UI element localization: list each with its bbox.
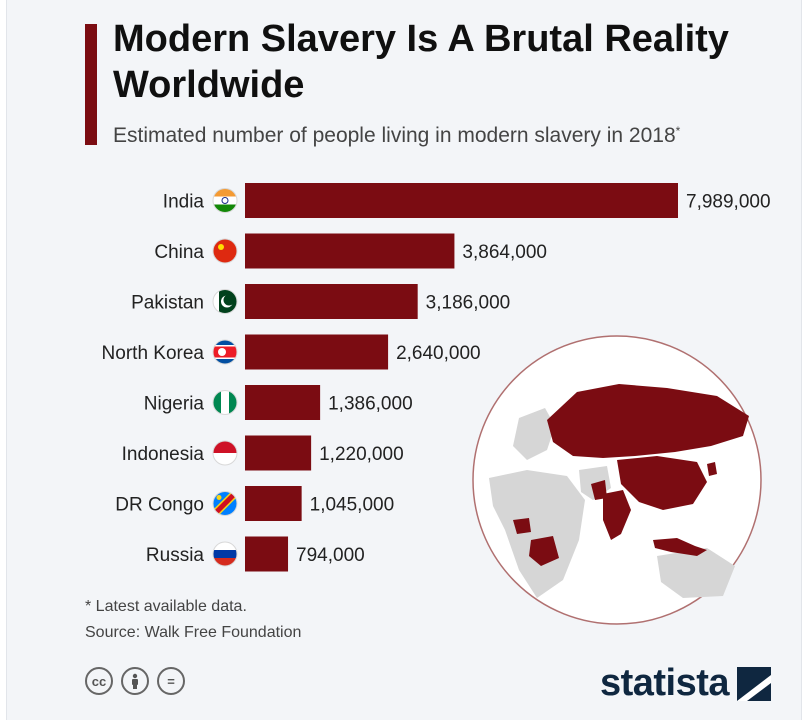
by-icon[interactable] — [121, 667, 149, 695]
map-highlight-dr-congo — [529, 536, 559, 566]
bar-nigeria — [245, 385, 321, 420]
subtitle-text: Estimated number of people living in mod… — [113, 124, 676, 147]
map-land-europe — [513, 408, 555, 460]
flag-china-icon — [212, 238, 238, 264]
bar-chart: India 7,989,000 China 3,864,000 Pakistan 3,18… — [102, 183, 771, 625]
bar-group: India 7,989,000 China 3,864,000 Pakistan 3,18… — [102, 183, 771, 572]
cc-icon[interactable]: cc — [85, 667, 113, 695]
value-label-china: 3,864,000 — [462, 242, 547, 263]
statista-logo-text: statista — [599, 662, 730, 704]
category-label-dr-congo: DR Congo — [115, 495, 204, 516]
bar-china — [245, 233, 455, 269]
map-land-australia — [657, 548, 735, 598]
flag-indonesia-icon — [212, 440, 238, 466]
flag-nigeria-icon — [212, 390, 238, 415]
flag-dr-congo-icon — [212, 491, 238, 516]
value-label-dr-congo: 1,045,000 — [310, 495, 395, 516]
nd-icon[interactable]: = — [157, 667, 185, 695]
flag-india-icon — [212, 188, 238, 213]
statista-logo-mark-icon — [737, 666, 771, 701]
value-label-indonesia: 1,220,000 — [319, 444, 404, 465]
flag-north-korea-icon — [212, 339, 238, 365]
footnote-source: Source: Walk Free Foundation — [85, 624, 302, 641]
category-label-indonesia: Indonesia — [122, 444, 205, 465]
value-label-north-korea: 2,640,000 — [396, 343, 481, 364]
value-label-india: 7,989,000 — [686, 192, 771, 213]
infographic-card: Modern Slavery Is A Brutal Reality World… — [6, 0, 802, 720]
map-highlight-china — [617, 456, 707, 510]
footnote-note: * Latest available data. — [85, 598, 247, 615]
map-land-africa — [489, 470, 585, 598]
category-label-china: China — [154, 242, 204, 263]
map-highlight-north-korea — [707, 462, 717, 476]
category-label-pakistan: Pakistan — [131, 293, 204, 314]
map-highlight-india — [603, 490, 631, 540]
subtitle-footnote-marker: * — [675, 124, 681, 138]
bar-north-korea — [245, 334, 389, 370]
category-label-north-korea: North Korea — [102, 343, 205, 364]
category-label-nigeria: Nigeria — [144, 394, 205, 415]
world-map — [472, 335, 762, 625]
bar-dr-congo — [245, 486, 302, 521]
value-label-nigeria: 1,386,000 — [328, 394, 413, 415]
chart-subtitle: Estimated number of people living in mod… — [113, 124, 680, 148]
bar-russia — [245, 536, 289, 572]
map-highlight-nigeria — [513, 518, 531, 534]
person-icon — [132, 673, 138, 689]
category-label-india: India — [163, 192, 205, 213]
bar-india — [245, 183, 678, 218]
license-icons: cc = — [85, 667, 185, 695]
value-label-pakistan: 3,186,000 — [426, 293, 511, 314]
chart-title: Modern Slavery Is A Brutal Reality World… — [113, 18, 729, 106]
title-accent-bar — [85, 24, 97, 145]
flag-russia-icon — [212, 541, 238, 567]
value-label-russia: 794,000 — [296, 545, 365, 566]
bar-indonesia — [245, 435, 312, 471]
map-highlight-pakistan — [591, 480, 607, 500]
flag-pakistan-icon — [212, 289, 238, 314]
map-highlight-indonesia — [653, 538, 707, 556]
map-highlight-russia — [547, 384, 749, 458]
category-label-russia: Russia — [146, 545, 205, 566]
bar-pakistan — [245, 284, 418, 319]
statista-logo[interactable]: statista — [600, 662, 771, 705]
